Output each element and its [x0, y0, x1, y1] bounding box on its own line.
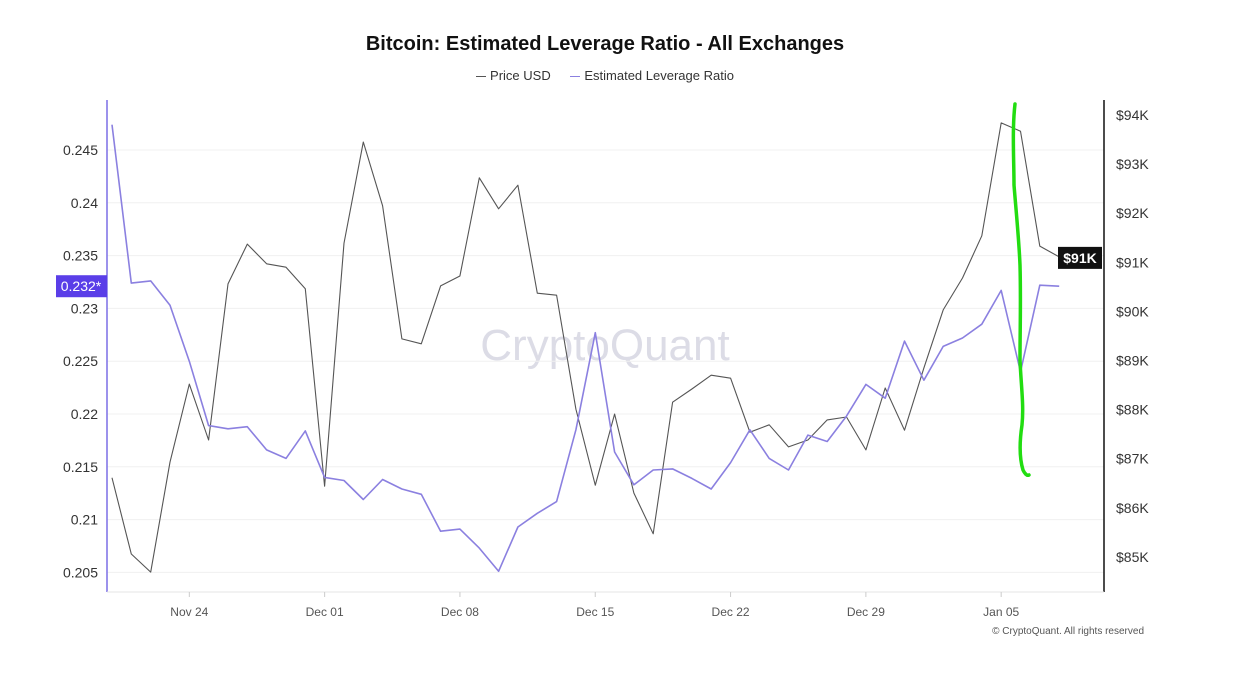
legend-swatch-leverage — [570, 76, 581, 78]
price-line — [111, 122, 1079, 573]
legend-label-leverage: Estimated Leverage Ratio — [584, 68, 734, 83]
right-current-badge — [1058, 246, 1102, 269]
x-tick-label: Dec 01 — [306, 605, 344, 619]
legend-item-price[interactable]: Price USD — [476, 68, 551, 83]
legend-label-price: Price USD — [490, 68, 551, 83]
x-tick-label: Nov 24 — [170, 605, 208, 619]
right-tick-label: $87K — [1116, 451, 1149, 467]
legend-swatch-price — [476, 76, 487, 78]
x-tick-label: Dec 15 — [576, 605, 614, 619]
copyright: © CryptoQuant. All rights reserved — [992, 626, 1144, 637]
left-tick-label: 0.215 — [63, 459, 98, 475]
left-tick-label: 0.22 — [71, 406, 98, 422]
left-current-label: 0.232* — [61, 278, 102, 294]
right-tick-label: $94K — [1116, 107, 1149, 123]
right-tick-label: $91K — [1116, 254, 1149, 270]
right-current-label: $91K — [1063, 250, 1096, 266]
left-tick-label: 0.235 — [63, 248, 98, 264]
x-tick-label: Dec 29 — [847, 605, 885, 619]
left-tick-label: 0.245 — [63, 142, 98, 158]
left-current-badge — [56, 275, 107, 298]
legend-item-leverage[interactable]: Estimated Leverage Ratio — [570, 68, 734, 83]
green-annotation-stroke — [1011, 102, 1031, 477]
right-tick-label: $89K — [1116, 353, 1149, 369]
leverage-line — [111, 124, 1060, 573]
x-tick-label: Dec 22 — [712, 605, 750, 619]
left-tick-label: 0.21 — [71, 512, 98, 528]
x-tick-label: Jan 05 — [983, 605, 1019, 619]
right-tick-label: $86K — [1116, 500, 1149, 516]
left-tick-label: 0.23 — [71, 300, 98, 316]
x-tick-label: Dec 08 — [441, 605, 479, 619]
left-tick-label: 0.24 — [71, 195, 98, 211]
right-tick-label: $93K — [1116, 156, 1149, 172]
right-tick-label: $88K — [1116, 402, 1149, 418]
right-tick-label: $90K — [1116, 303, 1149, 319]
legend: Price USD Estimated Leverage Ratio — [0, 68, 1210, 83]
right-tick-label: $92K — [1116, 205, 1149, 221]
right-tick-label: $85K — [1116, 549, 1149, 565]
left-tick-label: 0.205 — [63, 564, 98, 580]
chart-title: Bitcoin: Estimated Leverage Ratio - All … — [365, 33, 845, 55]
watermark: CryptoQuant — [480, 321, 729, 370]
left-tick-label: 0.225 — [63, 353, 98, 369]
